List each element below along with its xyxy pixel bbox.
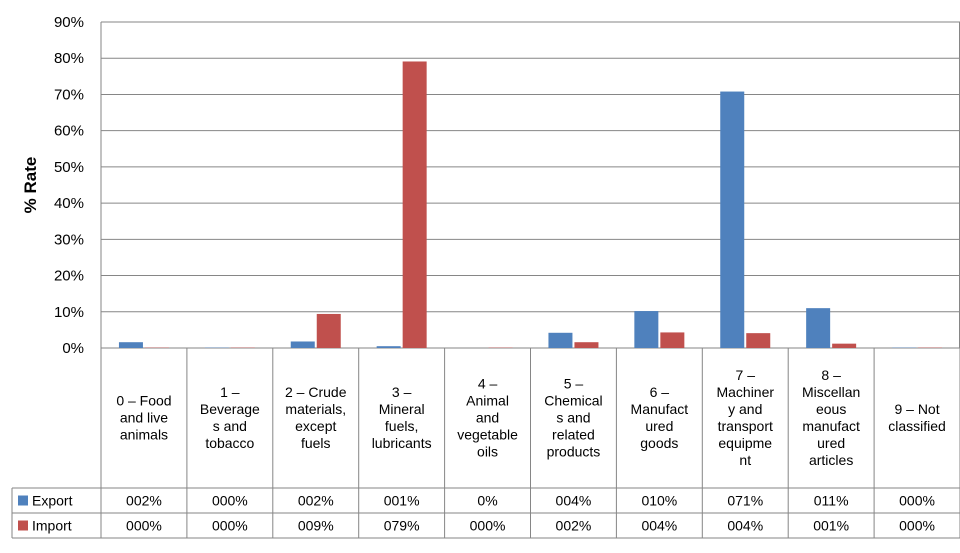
y-tick-label: 20% bbox=[54, 268, 84, 285]
table-value-import: 002% bbox=[556, 518, 592, 534]
table-value-export: 004% bbox=[556, 493, 592, 509]
category-label: 6 – bbox=[650, 384, 670, 400]
category-label: vegetable bbox=[457, 427, 518, 443]
table-value-import: 001% bbox=[813, 518, 849, 534]
category-label: materials, bbox=[285, 401, 346, 417]
table-value-import: 079% bbox=[384, 518, 420, 534]
table-value-export: 002% bbox=[126, 493, 162, 509]
bar-import bbox=[832, 343, 857, 348]
table-value-export: 000% bbox=[212, 493, 248, 509]
table-value-import: 000% bbox=[212, 518, 248, 534]
bar-export bbox=[720, 91, 745, 349]
category-label: y and bbox=[728, 401, 762, 417]
category-label: fuels, bbox=[385, 418, 418, 434]
bar-export bbox=[634, 311, 659, 348]
table-value-export: 000% bbox=[899, 493, 935, 509]
bar-export bbox=[376, 346, 401, 348]
category-label: 3 – bbox=[392, 384, 412, 400]
y-tick-label: 50% bbox=[54, 159, 84, 176]
legend-key-import bbox=[18, 520, 28, 531]
category-label: Miscellan bbox=[802, 384, 860, 400]
category-label: 8 – bbox=[821, 367, 841, 383]
category-label: oils bbox=[477, 444, 498, 460]
category-label: equipme bbox=[718, 435, 772, 451]
table-value-import: 000% bbox=[126, 518, 162, 534]
category-label: Beverage bbox=[200, 401, 260, 417]
legend-label-import: Import bbox=[32, 518, 72, 534]
table-value-export: 0% bbox=[477, 493, 497, 509]
category-label: tobacco bbox=[205, 435, 254, 451]
bar-export bbox=[290, 341, 315, 348]
table-value-export: 002% bbox=[298, 493, 334, 509]
bar-import bbox=[402, 61, 427, 348]
y-tick-label: 60% bbox=[54, 123, 84, 140]
legend-label-export: Export bbox=[32, 493, 73, 509]
category-label: s and bbox=[213, 418, 247, 434]
category-label: fuels bbox=[301, 435, 331, 451]
category-label: transport bbox=[718, 418, 773, 434]
bar-export bbox=[806, 308, 831, 348]
category-label: 1 – bbox=[220, 384, 240, 400]
category-label: ured bbox=[817, 435, 845, 451]
table-value-export: 071% bbox=[727, 493, 763, 509]
y-axis-label: % Rate bbox=[21, 157, 40, 214]
category-label: eous bbox=[816, 401, 846, 417]
table-value-import: 009% bbox=[298, 518, 334, 534]
category-label: 9 – Not bbox=[894, 401, 939, 417]
category-label: Chemical bbox=[544, 393, 602, 409]
legend-key-export bbox=[18, 495, 28, 506]
y-tick-label: 80% bbox=[54, 50, 84, 67]
category-label: related bbox=[552, 427, 595, 443]
category-label: except bbox=[295, 418, 336, 434]
category-label: Manufact bbox=[631, 401, 689, 417]
table-value-export: 010% bbox=[641, 493, 677, 509]
table-value-import: 004% bbox=[641, 518, 677, 534]
category-label: Machiner bbox=[716, 384, 774, 400]
category-label: 0 – Food bbox=[116, 393, 171, 409]
category-label: goods bbox=[640, 435, 678, 451]
category-label: nt bbox=[739, 452, 751, 468]
category-label: and bbox=[476, 410, 499, 426]
table-value-import: 004% bbox=[727, 518, 763, 534]
bar-import bbox=[316, 313, 341, 348]
bar-import bbox=[574, 342, 599, 348]
category-label: s and bbox=[556, 410, 590, 426]
table-value-import: 000% bbox=[899, 518, 935, 534]
category-label: 5 – bbox=[564, 376, 584, 392]
category-label: manufact bbox=[802, 418, 860, 434]
table-value-export: 001% bbox=[384, 493, 420, 509]
category-label: and live bbox=[120, 410, 168, 426]
y-tick-label: 0% bbox=[62, 340, 84, 357]
y-tick-label: 40% bbox=[54, 195, 84, 212]
category-label: articles bbox=[809, 452, 853, 468]
category-label: products bbox=[547, 444, 601, 460]
category-label: 7 – bbox=[736, 367, 756, 383]
y-tick-label: 10% bbox=[54, 304, 84, 321]
category-label: 2 – Crude bbox=[285, 384, 347, 400]
category-label: Animal bbox=[466, 393, 509, 409]
bar-export bbox=[548, 332, 573, 348]
y-tick-label: 90% bbox=[54, 14, 84, 31]
y-tick-label: 30% bbox=[54, 231, 84, 248]
y-tick-label: 70% bbox=[54, 86, 84, 103]
bar-import bbox=[660, 332, 685, 348]
category-label: Mineral bbox=[379, 401, 425, 417]
category-label: classified bbox=[888, 418, 946, 434]
bar-export bbox=[118, 342, 143, 348]
category-label: animals bbox=[120, 427, 168, 443]
category-label: lubricants bbox=[372, 435, 432, 451]
bar-import bbox=[746, 333, 771, 348]
table-value-import: 000% bbox=[470, 518, 506, 534]
category-label: ured bbox=[645, 418, 673, 434]
category-label: 4 – bbox=[478, 376, 498, 392]
table-value-export: 011% bbox=[814, 493, 849, 509]
